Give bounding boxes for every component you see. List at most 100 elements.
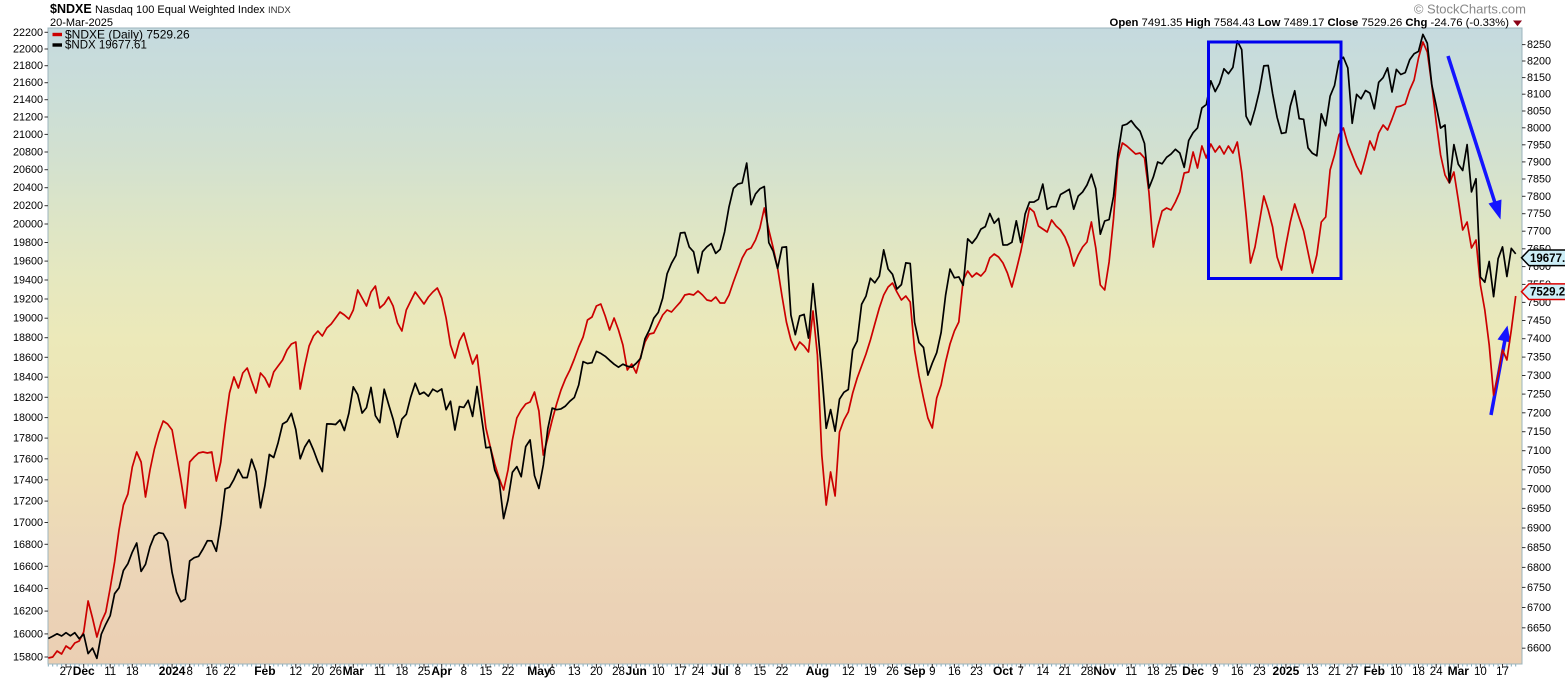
svg-text:25: 25 [1165,666,1178,678]
svg-text:20400: 20400 [13,182,43,194]
svg-text:18: 18 [126,666,139,678]
svg-text:26: 26 [886,666,899,678]
svg-text:16800: 16800 [13,539,43,551]
svg-text:19: 19 [864,666,877,678]
svg-text:18: 18 [1412,666,1425,678]
svg-text:19200: 19200 [13,294,43,306]
svg-text:12: 12 [842,666,855,678]
svg-text:20600: 20600 [13,164,43,176]
svg-text:22: 22 [223,666,236,678]
svg-text:7800: 7800 [1527,191,1551,203]
svg-text:19400: 19400 [13,275,43,287]
svg-text:6600: 6600 [1527,643,1551,655]
svg-text:Jun: Jun [626,664,647,678]
svg-text:16: 16 [205,666,218,678]
svg-text:$NDXE (Daily) 7529.26: $NDXE (Daily) 7529.26 [65,28,190,42]
svg-text:Mar: Mar [343,664,365,678]
svg-text:7950: 7950 [1527,139,1551,151]
svg-text:7: 7 [1017,666,1023,678]
svg-text:May: May [527,664,551,678]
svg-text:8000: 8000 [1527,122,1551,134]
svg-text:6950: 6950 [1527,503,1551,515]
svg-text:28: 28 [612,666,625,678]
svg-text:Sep: Sep [904,664,926,678]
svg-text:Apr: Apr [431,664,452,678]
svg-text:16400: 16400 [13,583,43,595]
svg-text:8: 8 [461,666,467,678]
svg-text:16: 16 [1231,666,1244,678]
svg-text:21200: 21200 [13,112,43,124]
svg-text:$NDX 19677.61: $NDX 19677.61 [65,40,147,52]
svg-text:8250: 8250 [1527,39,1551,51]
svg-text:27: 27 [60,666,73,678]
svg-text:23: 23 [1253,666,1266,678]
svg-text:Feb: Feb [254,664,275,678]
svg-text:10: 10 [1390,666,1403,678]
svg-text:25: 25 [418,666,431,678]
svg-text:13: 13 [1306,666,1319,678]
svg-text:20000: 20000 [13,219,43,231]
svg-text:17200: 17200 [13,496,43,508]
svg-text:20: 20 [590,666,603,678]
svg-text:21: 21 [1059,666,1072,678]
svg-text:21000: 21000 [13,129,43,141]
svg-text:11: 11 [374,666,386,678]
svg-text:8100: 8100 [1527,89,1551,101]
svg-text:Nasdaq 100 Equal Weighted Inde: Nasdaq 100 Equal Weighted Index [95,4,265,16]
svg-text:2024: 2024 [159,664,186,678]
svg-text:17400: 17400 [13,474,43,486]
svg-text:20200: 20200 [13,200,43,212]
svg-text:INDX: INDX [268,5,291,16]
svg-text:26: 26 [329,666,342,678]
svg-text:7529.26: 7529.26 [1530,287,1565,299]
svg-text:7900: 7900 [1527,156,1551,168]
svg-text:6850: 6850 [1527,542,1551,554]
svg-text:22200: 22200 [13,27,43,39]
svg-text:8: 8 [735,666,741,678]
svg-text:7150: 7150 [1527,426,1551,438]
svg-text:18: 18 [396,666,409,678]
svg-text:17: 17 [1496,666,1509,678]
svg-text:18600: 18600 [13,352,43,364]
svg-text:19000: 19000 [13,313,43,325]
svg-text:18000: 18000 [13,412,43,424]
svg-text:6900: 6900 [1527,523,1551,535]
svg-text:17: 17 [674,666,687,678]
svg-text:24: 24 [1430,666,1443,678]
svg-text:21400: 21400 [13,94,43,106]
svg-text:6750: 6750 [1527,582,1551,594]
svg-text:7400: 7400 [1527,333,1551,345]
svg-text:15: 15 [480,666,493,678]
svg-text:Mar: Mar [1448,664,1470,678]
svg-text:21800: 21800 [13,60,43,72]
svg-text:21: 21 [1328,666,1341,678]
svg-text:18200: 18200 [13,392,43,404]
svg-text:12: 12 [289,666,302,678]
svg-text:20: 20 [312,666,325,678]
svg-text:$NDXE: $NDXE [50,2,92,16]
svg-text:16: 16 [948,666,961,678]
svg-text:16600: 16600 [13,561,43,573]
svg-text:10: 10 [652,666,665,678]
svg-text:17600: 17600 [13,453,43,465]
svg-text:9: 9 [929,666,935,678]
svg-text:Open 7491.35 High 7584.43 Low: Open 7491.35 High 7584.43 Low 7489.17 Cl… [1110,17,1510,29]
svg-text:8200: 8200 [1527,56,1551,68]
svg-text:22: 22 [502,666,515,678]
svg-text:7050: 7050 [1527,464,1551,476]
svg-text:18400: 18400 [13,372,43,384]
svg-text:10: 10 [1474,666,1487,678]
svg-text:6700: 6700 [1527,602,1551,614]
svg-text:Feb: Feb [1364,664,1385,678]
svg-text:18: 18 [1147,666,1160,678]
svg-text:Nov: Nov [1093,664,1116,678]
svg-text:7300: 7300 [1527,370,1551,382]
svg-text:9: 9 [1212,666,1218,678]
svg-text:7000: 7000 [1527,484,1551,496]
svg-text:Jul: Jul [711,664,728,678]
svg-text:11: 11 [104,666,116,678]
svg-text:19600: 19600 [13,256,43,268]
svg-text:6800: 6800 [1527,562,1551,574]
svg-text:6: 6 [549,666,555,678]
svg-text:24: 24 [692,666,705,678]
